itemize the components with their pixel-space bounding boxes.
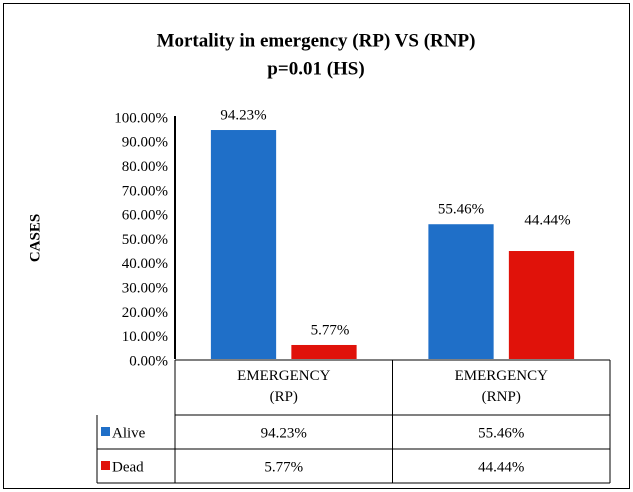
data-label: 55.46% (438, 202, 484, 218)
chart-border (3, 3, 630, 489)
table-cell: 44.44% (478, 459, 524, 475)
legend-key (101, 427, 110, 436)
bar (508, 251, 575, 359)
y-tick-label: 50.00% (122, 232, 168, 248)
legend-label: Alive (112, 425, 146, 441)
category-label: EMERGENCY (RP) (237, 368, 331, 405)
y-tick-label: 30.00% (122, 281, 168, 297)
y-tick-label: 0.00% (129, 353, 168, 369)
chart-title: Mortality in emergency (RP) VS (RNP) (157, 30, 476, 51)
legend-key (101, 461, 110, 470)
data-label: 94.23% (220, 107, 266, 123)
table-cell: 94.23% (261, 425, 307, 441)
table-cell: 55.46% (478, 425, 524, 441)
bar (428, 224, 494, 359)
y-axis-label: CASES (27, 214, 43, 262)
y-tick-label: 70.00% (122, 183, 168, 199)
bar (210, 130, 277, 359)
data-label: 5.77% (311, 322, 350, 338)
y-tick-label: 20.00% (122, 305, 168, 321)
y-tick-label: 60.00% (122, 208, 168, 224)
y-tick-label: 100.00% (114, 110, 168, 126)
y-tick-label: 90.00% (122, 135, 168, 151)
category-label: EMERGENCY (RNP) (454, 368, 548, 405)
y-tick-label: 80.00% (122, 159, 168, 175)
legend-label: Dead (112, 459, 144, 475)
bar (291, 344, 357, 359)
chart-subtitle: p=0.01 (HS) (267, 58, 364, 79)
table-cell: 5.77% (264, 459, 303, 475)
y-tick-label: 40.00% (122, 256, 168, 272)
data-label: 44.44% (524, 212, 570, 228)
y-tick-label: 10.00% (122, 329, 168, 345)
